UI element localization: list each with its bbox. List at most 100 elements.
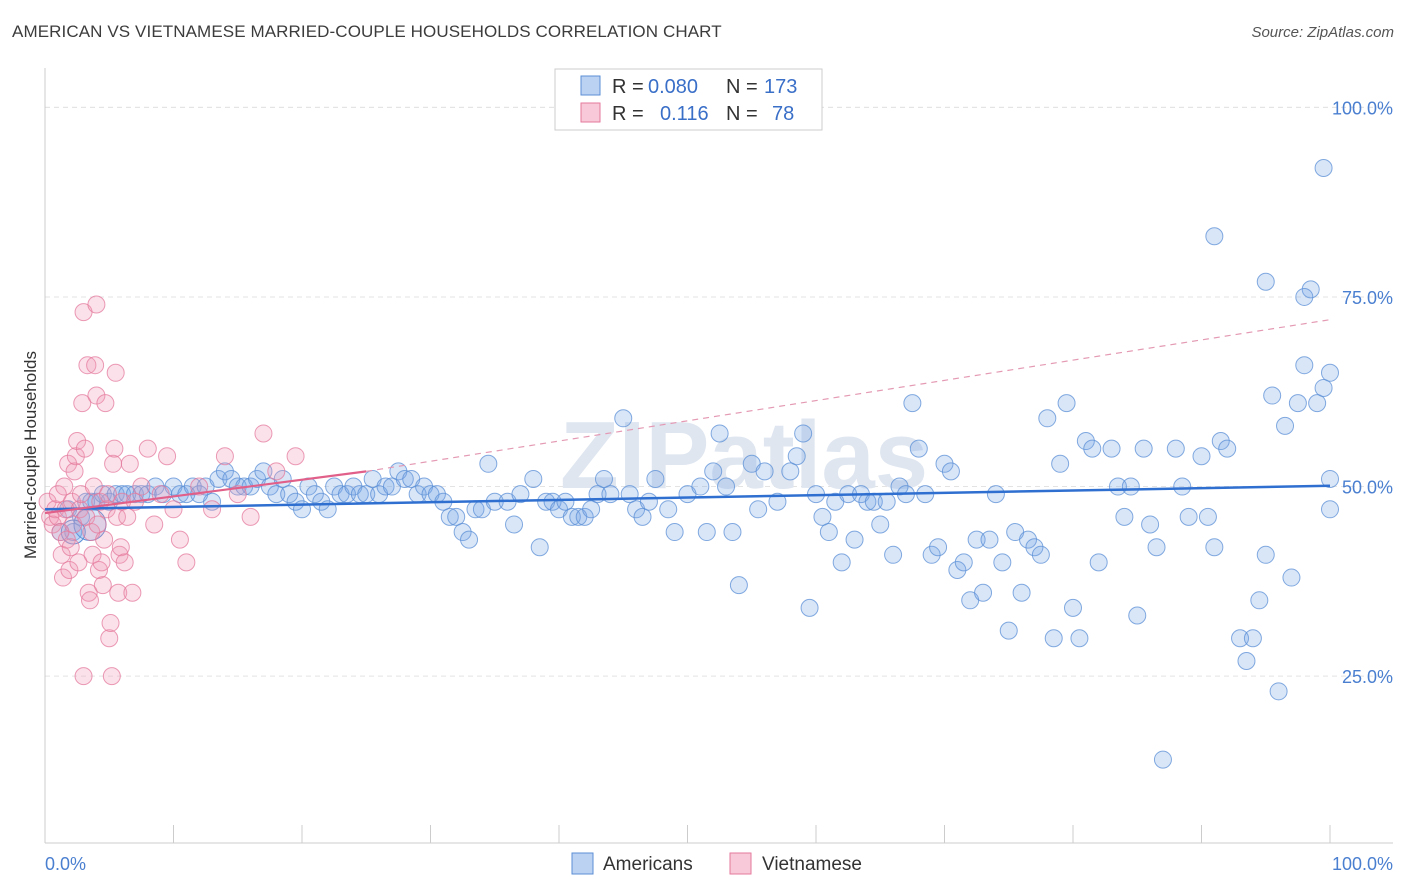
vietnamese-point — [53, 568, 72, 587]
vietnamese-point — [101, 614, 120, 633]
legend-swatch-americans — [580, 75, 601, 96]
vietnamese-point — [55, 477, 74, 496]
americans-point — [1301, 280, 1320, 299]
americans-point — [1321, 500, 1339, 519]
americans-point — [954, 553, 973, 572]
x-tick-label: 100.0% — [1332, 854, 1393, 874]
vietnamese-point — [89, 560, 108, 579]
axes — [44, 68, 1393, 844]
gridlines — [45, 106, 1393, 677]
americans-point — [440, 507, 459, 526]
americans-point — [620, 485, 639, 504]
americans-point — [1064, 598, 1082, 617]
americans-point — [505, 515, 524, 534]
legend-r-value-0: 0.080 — [648, 76, 698, 98]
americans-point — [999, 621, 1018, 640]
vietnamese-point — [215, 447, 234, 466]
americans-point — [1147, 538, 1166, 557]
vietnamese-point — [83, 545, 102, 564]
americans-point — [1205, 538, 1224, 557]
americans-point — [530, 538, 549, 557]
x-tick-label: 0.0% — [45, 854, 86, 874]
americans-point — [794, 424, 813, 443]
americans-point — [787, 447, 806, 466]
legend-n-label-0: N = — [726, 76, 758, 98]
americans-point — [1295, 287, 1314, 306]
americans-point — [395, 469, 414, 488]
americans-point — [646, 469, 665, 488]
americans-point — [312, 492, 331, 511]
vietnamese-point — [190, 477, 209, 496]
vietnamese-point — [120, 454, 139, 473]
americans-point — [1173, 477, 1192, 496]
americans-point — [1012, 583, 1031, 602]
y-axis-label: Married-couple Households — [21, 351, 40, 559]
americans-point — [1237, 651, 1256, 670]
y-tick-label: 100.0% — [1332, 98, 1393, 118]
legend-r-label-1: R = — [612, 103, 644, 125]
americans-point — [941, 462, 960, 481]
vietnamese-point — [102, 667, 121, 686]
americans-point — [556, 492, 575, 511]
americans-point — [1019, 530, 1038, 549]
vietnamese-point — [68, 432, 87, 451]
americans-point — [93, 485, 112, 504]
vietnamese-point — [145, 515, 164, 534]
vietnamese-point — [241, 507, 260, 526]
americans-point — [562, 507, 581, 526]
vietnamese-point — [59, 454, 78, 473]
americans-point — [877, 492, 896, 511]
legend-n-value-0: 173 — [764, 76, 797, 98]
americans-point — [132, 485, 151, 504]
americans-point — [1321, 363, 1339, 382]
americans-point — [1070, 629, 1089, 648]
americans-point — [922, 545, 941, 564]
americans-point — [1083, 439, 1102, 458]
americans-point — [929, 538, 948, 557]
americans-point — [1076, 432, 1095, 451]
americans-point — [884, 545, 903, 564]
americans-point — [1263, 386, 1282, 405]
americans-point — [845, 530, 864, 549]
americans-point — [215, 462, 234, 481]
americans-point — [582, 500, 601, 519]
americans-point — [183, 477, 202, 496]
americans-point — [1025, 538, 1044, 557]
vietnamese-point — [105, 439, 124, 458]
americans-point — [594, 469, 613, 488]
americans-point — [871, 515, 890, 534]
vietnamese-point — [84, 477, 103, 496]
legend-n-value-1: 78 — [772, 103, 794, 125]
legend-r-label-0: R = — [612, 76, 644, 98]
americans-point — [1211, 432, 1230, 451]
americans-point — [1141, 515, 1160, 534]
americans-point — [1256, 545, 1275, 564]
americans-point — [1051, 454, 1070, 473]
vietnamese-point — [177, 553, 196, 572]
americans-point — [1288, 394, 1307, 413]
americans-point — [376, 477, 395, 496]
series-vietnamese — [38, 295, 305, 686]
americans-trend-line — [44, 484, 1331, 511]
vietnamese-point — [87, 386, 106, 405]
y-tick-labels: 25.0% 50.0% 75.0% 100.0% — [1332, 98, 1393, 687]
americans-point — [453, 523, 472, 542]
vietnamese-point — [48, 485, 67, 504]
americans-point — [665, 523, 684, 542]
americans-point — [280, 485, 299, 504]
vietnamese-point — [111, 538, 130, 557]
y-tick-label: 50.0% — [1342, 478, 1393, 498]
americans-point — [1166, 439, 1185, 458]
americans-point — [1269, 682, 1288, 701]
vietnamese-point — [86, 356, 105, 375]
y-tick-label: 75.0% — [1342, 288, 1393, 308]
vietnamese-point — [79, 583, 98, 602]
americans-point — [986, 485, 1005, 504]
vietnamese-point — [78, 356, 97, 375]
vietnamese-point — [93, 576, 112, 595]
americans-point — [980, 530, 999, 549]
americans-point — [800, 598, 819, 617]
americans-point — [479, 454, 498, 473]
americans-point — [890, 477, 909, 496]
americans-point — [909, 439, 928, 458]
